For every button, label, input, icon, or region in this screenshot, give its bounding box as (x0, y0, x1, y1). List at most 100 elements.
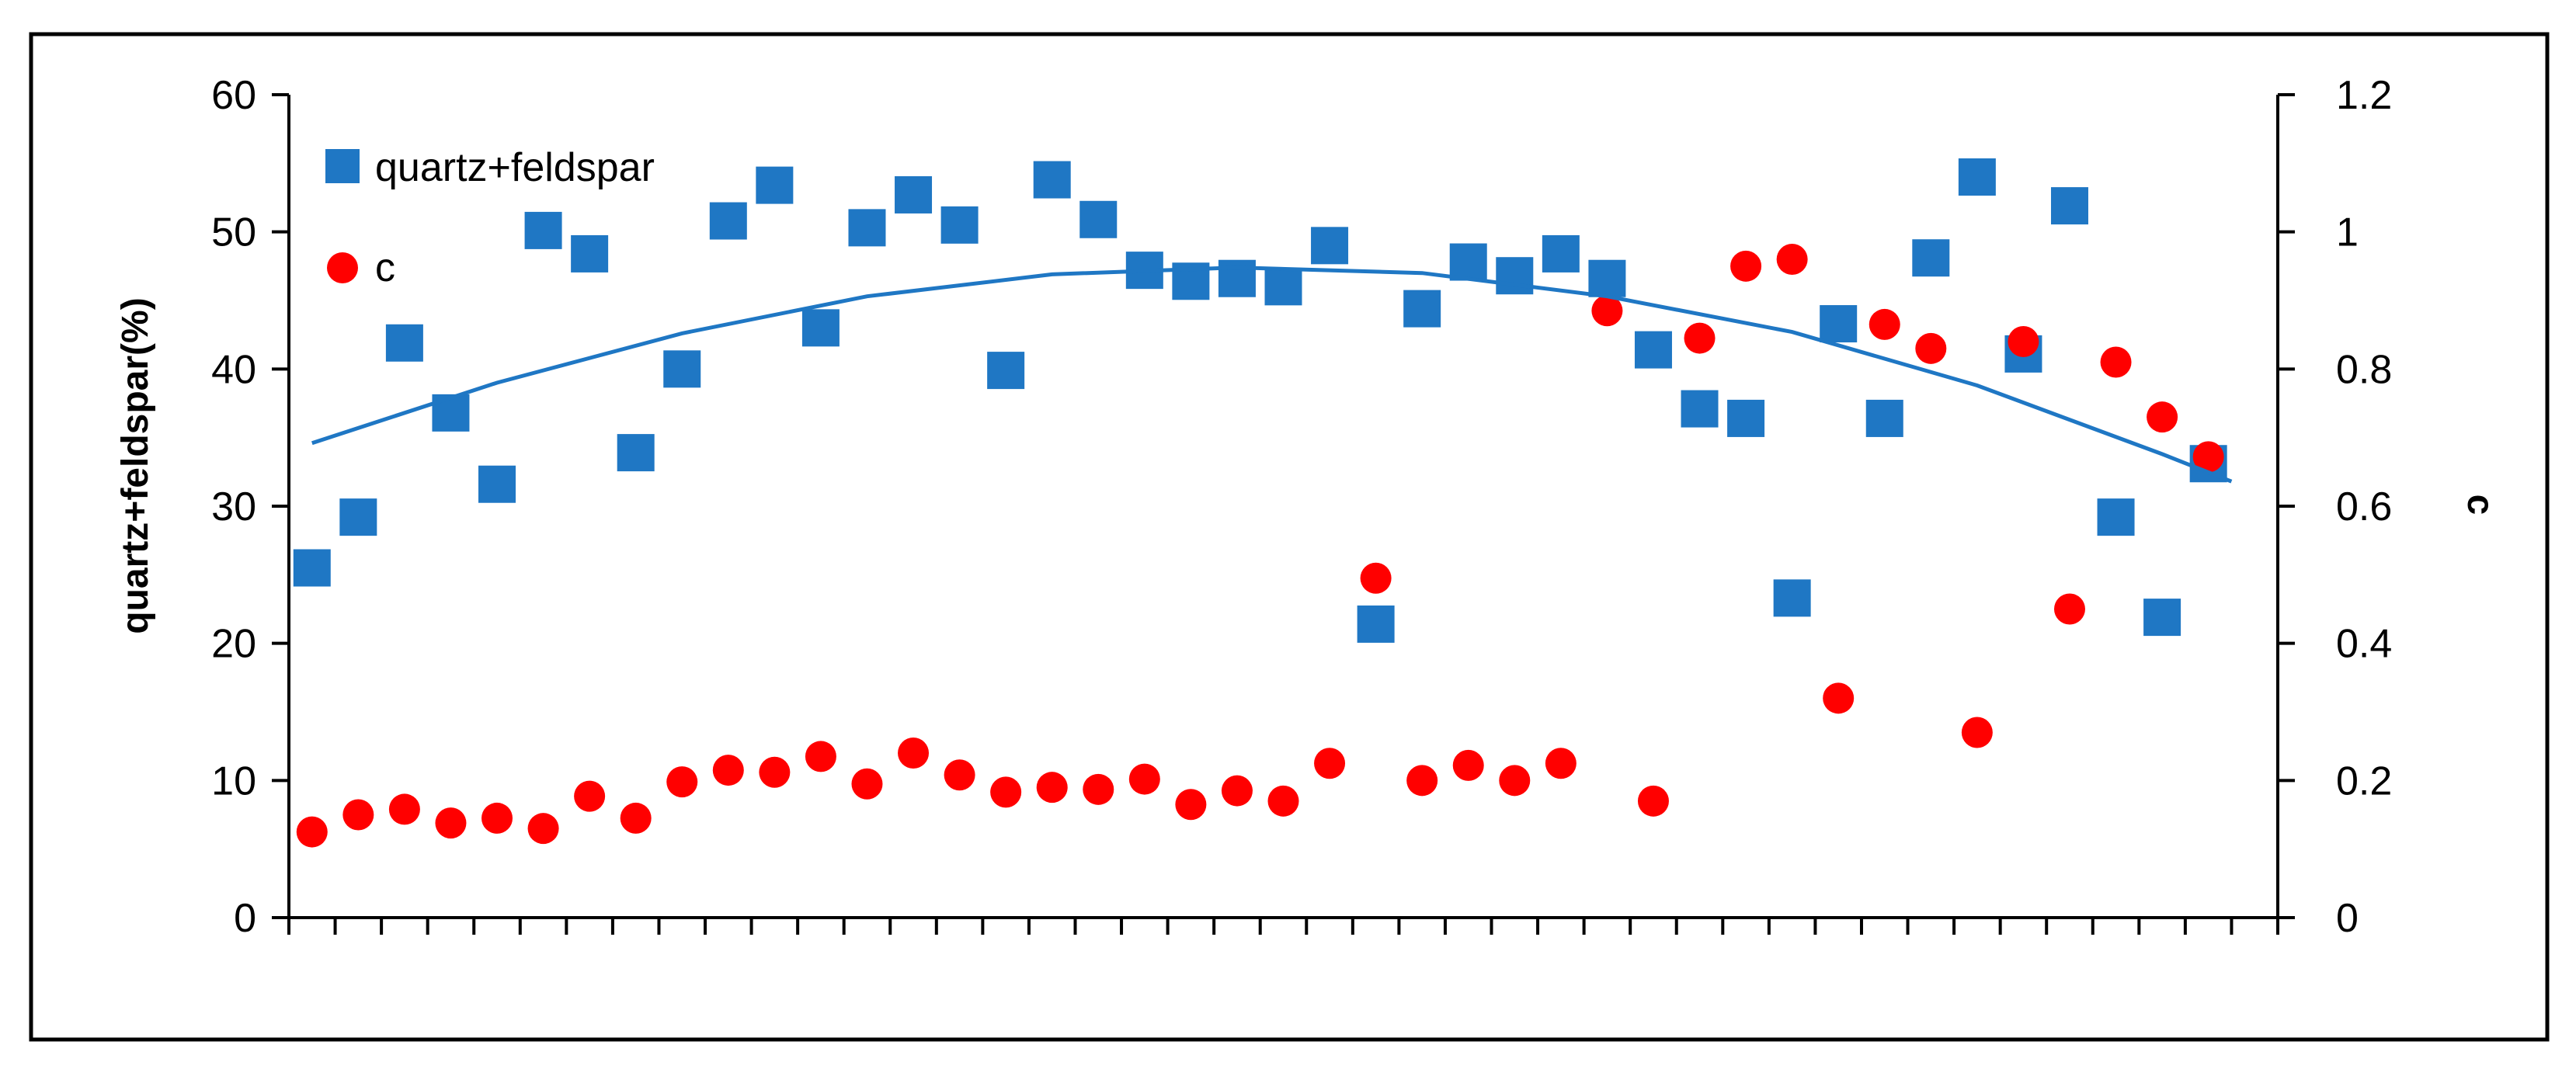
data-point-c (620, 802, 652, 834)
data-point-quartz-feldspar (293, 549, 331, 587)
data-point-c (1915, 332, 1947, 364)
data-point-c (1823, 682, 1855, 714)
data-point-c (1684, 322, 1716, 354)
data-point-quartz-feldspar (1496, 257, 1534, 295)
data-point-c (1869, 308, 1900, 340)
data-point-c (759, 756, 791, 788)
data-point-quartz-feldspar (663, 350, 701, 388)
chart-frame (29, 32, 2550, 1042)
data-point-c (1452, 749, 1484, 781)
data-point-c (2147, 401, 2178, 433)
legend-marker-c (327, 252, 358, 283)
y-tick-label: 10 (211, 758, 256, 804)
data-point-c (990, 776, 1022, 808)
data-point-quartz-feldspar (1079, 200, 1118, 238)
legend-label-quartz-feldspar: quartz+feldspar (375, 145, 655, 190)
data-point-c (666, 766, 698, 798)
legend-marker-quartz-feldspar (325, 149, 360, 183)
data-point-c (1591, 295, 1623, 327)
data-point-c (1083, 773, 1114, 805)
data-point-c (1730, 250, 1762, 282)
y2-tick-label: 1 (2336, 210, 2359, 255)
data-point-c (1175, 789, 1207, 821)
y2-tick-label: 0.2 (2336, 758, 2392, 804)
data-point-quartz-feldspar (1449, 243, 1487, 281)
data-point-c (2100, 346, 2132, 378)
data-point-quartz-feldspar (1357, 605, 1395, 643)
data-point-c (1637, 785, 1669, 817)
y2-tick-label: 0.4 (2336, 622, 2392, 667)
y2-tick-label: 0.6 (2336, 484, 2392, 529)
data-point-c (1776, 244, 1808, 275)
trendline (311, 266, 2233, 484)
plot-area: 0 10 20 30 40 50 60 0 0.2 0.4 0.6 0.8 1 1.2 (211, 73, 2392, 941)
data-point-quartz-feldspar (1820, 305, 1858, 343)
data-point-quartz-feldspar (895, 175, 933, 213)
data-point-c (388, 793, 420, 825)
data-point-quartz-feldspar (571, 234, 609, 272)
data-point-c (944, 759, 975, 791)
data-point-quartz-feldspar (1033, 161, 1071, 199)
data-point-c (1360, 562, 1392, 594)
data-point-c (712, 755, 744, 786)
data-point-quartz-feldspar (2143, 599, 2181, 637)
data-point-c (1036, 772, 1068, 804)
y-tick-label: 60 (211, 73, 256, 118)
data-point-quartz-feldspar (1727, 399, 1765, 437)
data-point-c (574, 780, 606, 812)
data-point-quartz-feldspar (1865, 399, 1903, 437)
data-point-c (2008, 326, 2039, 357)
data-point-c (1545, 748, 1577, 779)
data-point-quartz-feldspar (940, 206, 979, 244)
y-tick-label: 0 (234, 896, 256, 941)
data-point-c (435, 807, 467, 839)
data-point-c (1499, 765, 1531, 797)
data-point-quartz-feldspar (848, 209, 886, 247)
data-point-c (851, 768, 883, 800)
data-point-quartz-feldspar (709, 202, 747, 240)
data-point-c (1221, 775, 1253, 807)
legend: quartz+feldspar c (325, 145, 655, 290)
data-point-quartz-feldspar (385, 324, 423, 362)
legend-label-c: c (375, 245, 395, 290)
data-point-c (2192, 441, 2224, 473)
data-point-c (1267, 785, 1299, 817)
data-point-c (527, 813, 559, 845)
data-point-c (1314, 748, 1346, 779)
y-tick-label: 20 (211, 622, 256, 667)
data-point-quartz-feldspar (1311, 227, 1349, 265)
y-tick-label: 40 (211, 347, 256, 392)
y2-tick-label: 0.8 (2336, 347, 2392, 392)
data-point-quartz-feldspar (1588, 259, 1626, 297)
data-point-quartz-feldspar (339, 498, 377, 536)
data-point-quartz-feldspar (1403, 290, 1441, 328)
data-point-c (342, 799, 374, 831)
data-point-quartz-feldspar (478, 465, 516, 503)
data-point-c (1128, 763, 1160, 795)
data-point-quartz-feldspar (1773, 579, 1811, 617)
data-point-quartz-feldspar (1958, 158, 1996, 196)
data-point-quartz-feldspar (2097, 498, 2135, 536)
data-point-quartz-feldspar (617, 434, 655, 472)
data-point-c (898, 738, 930, 769)
data-point-quartz-feldspar (432, 394, 470, 432)
data-point-quartz-feldspar (1681, 390, 1719, 428)
y-tick-label: 50 (211, 210, 256, 255)
data-point-quartz-feldspar (2050, 187, 2088, 225)
data-point-quartz-feldspar (1542, 234, 1580, 272)
y2-tick-label: 1.2 (2336, 73, 2392, 118)
y2-axis-title: c (2460, 495, 2501, 515)
data-point-quartz-feldspar (987, 352, 1025, 390)
data-point-quartz-feldspar (756, 166, 794, 204)
data-point-quartz-feldspar (1218, 259, 1256, 297)
data-point-quartz-feldspar (801, 309, 840, 347)
data-point-quartz-feldspar (1912, 239, 1950, 277)
data-point-quartz-feldspar (1264, 268, 1302, 306)
y-axis-title: quartz+feldspar(%) (115, 297, 156, 633)
data-point-quartz-feldspar (1634, 331, 1672, 369)
data-point-c (1961, 717, 1993, 748)
data-point-quartz-feldspar (524, 211, 562, 249)
y2-tick-label: 0 (2336, 896, 2359, 941)
data-point-c (2053, 593, 2085, 625)
